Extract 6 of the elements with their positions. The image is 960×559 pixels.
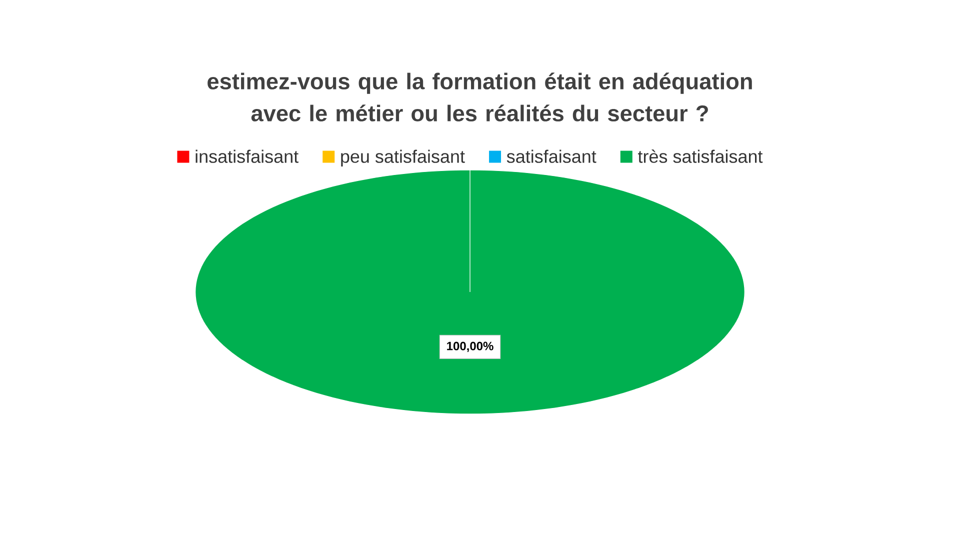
chart-title: estimez-vous que la formation était en adéquation avec le métier ou les réalités du secteur ? xyxy=(208,72,752,122)
legend-label: insatisfaisant xyxy=(196,150,298,163)
legend-label: peu satisfaisant xyxy=(341,150,465,166)
legend-label: très satisfaisant xyxy=(638,149,763,163)
legend-label: satisfaisant xyxy=(506,150,596,163)
data-label: 100,00% xyxy=(447,342,494,352)
